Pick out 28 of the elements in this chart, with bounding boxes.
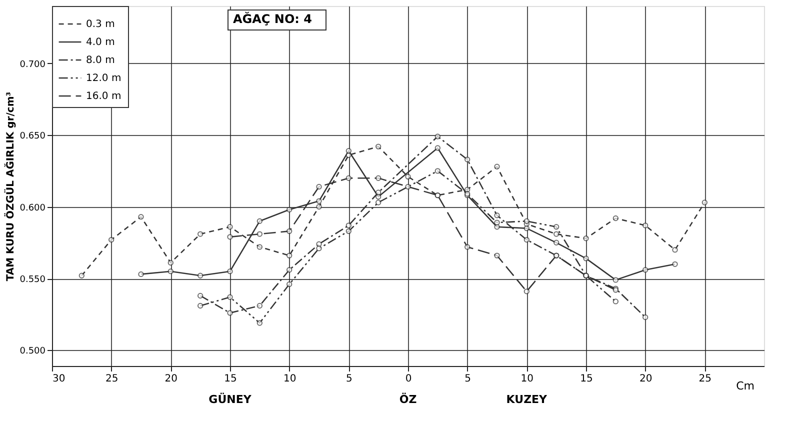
text: AĞAÇ NO: 4 — [233, 11, 312, 26]
text: KUZEY — [506, 393, 548, 406]
x-tick-label: 20 — [639, 374, 652, 384]
y-tick-label: 0.700 — [20, 60, 46, 70]
y-axis-title: TAM KURU ÖZGÜL AĞIRLIK gr/cm³ — [4, 92, 17, 282]
x-tick-label: 5 — [464, 374, 472, 384]
text: ÖZ — [399, 392, 417, 406]
legend-label: 0.3 m — [86, 19, 115, 30]
x-tick-label: 25 — [698, 374, 712, 384]
x-tick-label: 30 — [52, 374, 66, 384]
x-tick-label: 15 — [580, 374, 593, 384]
x-tick-label: 5 — [346, 374, 352, 384]
y-tick-label: 0.550 — [20, 275, 46, 286]
x-axis-title: Cm — [736, 380, 754, 392]
x-tick-label: 15 — [224, 374, 237, 384]
x-tick-label: 10 — [520, 374, 534, 384]
legend-label: 12.0 m — [86, 73, 122, 84]
x-tick-label: 25 — [105, 374, 118, 384]
x-tick-label: 0 — [405, 374, 412, 384]
y-tick-label: 0.500 — [20, 346, 46, 357]
legend-label: 8.0 m — [86, 55, 115, 66]
x-tick-label: 10 — [283, 374, 296, 384]
legend-label: 16.0 m — [86, 91, 122, 102]
y-tick-label: 0.600 — [20, 203, 46, 214]
y-tick-label: 0.650 — [20, 132, 46, 142]
x-tick-label: 20 — [164, 374, 178, 384]
text: GÜNEY — [208, 392, 252, 406]
legend-label: 4.0 m — [86, 37, 115, 48]
